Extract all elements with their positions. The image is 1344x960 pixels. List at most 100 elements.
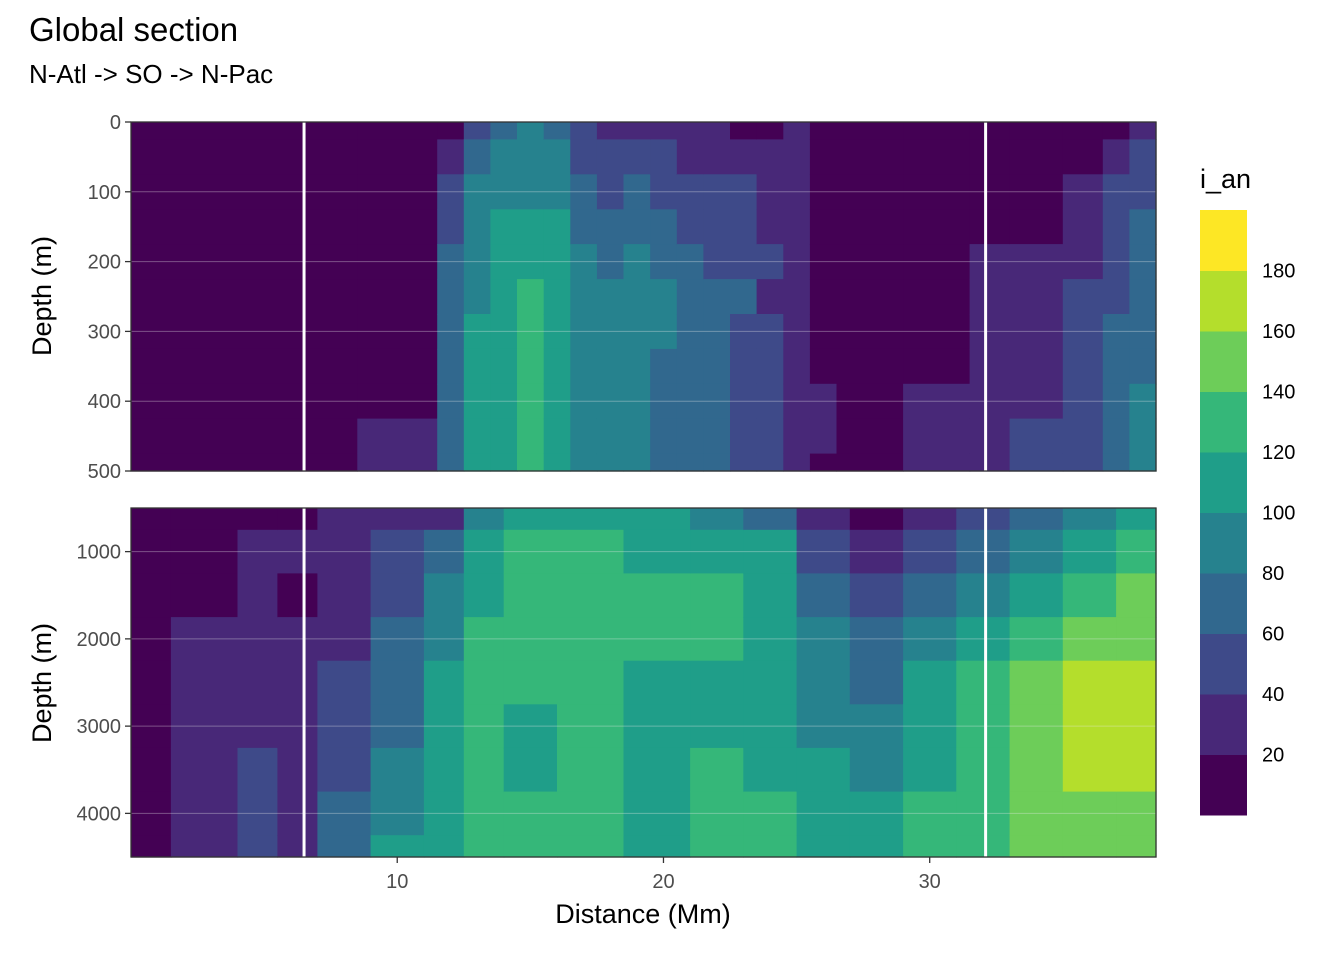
heatmap-cell bbox=[1062, 348, 1104, 385]
heatmap-cell bbox=[836, 174, 904, 210]
heatmap-cell bbox=[676, 314, 704, 350]
heatmap-cell bbox=[503, 660, 558, 705]
heatmap-cell bbox=[756, 279, 784, 315]
heatmap-cell bbox=[1062, 418, 1104, 455]
heatmap-cell bbox=[1062, 139, 1104, 175]
heatmap-cell bbox=[903, 348, 971, 385]
heatmap-cell bbox=[1062, 573, 1117, 618]
heatmap-cell bbox=[969, 453, 1011, 472]
heatmap-cell bbox=[756, 122, 784, 140]
heatmap-cell bbox=[809, 314, 838, 350]
heatmap-cell bbox=[1102, 348, 1130, 385]
heatmap-cell bbox=[357, 453, 438, 472]
heatmap-cell bbox=[170, 660, 239, 705]
heatmap-cell bbox=[557, 529, 625, 574]
panel-top-border bbox=[130, 121, 1157, 472]
heatmap-cell bbox=[676, 174, 704, 210]
heatmap-cell bbox=[557, 835, 625, 858]
heatmap-cell bbox=[131, 314, 358, 350]
heatmap-cell bbox=[543, 279, 571, 315]
heatmap-cell bbox=[1116, 747, 1157, 793]
heatmap-cell bbox=[796, 835, 851, 858]
heatmap-cell bbox=[463, 835, 505, 858]
color-legend: i_an 20 40 60 80 100 120 140 160 180 bbox=[1200, 164, 1295, 816]
y-axis-title-bottom: Depth (m) bbox=[27, 623, 57, 743]
heatmap-cell bbox=[623, 704, 691, 749]
heatmap-cell bbox=[756, 453, 784, 472]
heatmap-cell bbox=[463, 139, 491, 175]
heatmap-cell bbox=[743, 660, 798, 705]
legend-color-swatch bbox=[1200, 754, 1247, 816]
legend-tick-label: 140 bbox=[1262, 382, 1295, 404]
heatmap-cell bbox=[596, 174, 625, 210]
heatmap-cell bbox=[490, 174, 518, 210]
heatmap-cell bbox=[730, 279, 758, 315]
heatmap-cell bbox=[370, 508, 425, 531]
heatmap-cell bbox=[317, 617, 372, 662]
heatmap-cell bbox=[237, 529, 278, 574]
heatmap-cell bbox=[650, 348, 678, 385]
heatmap-cell bbox=[131, 747, 172, 793]
heatmap-cell bbox=[836, 122, 904, 140]
heatmap-cell bbox=[783, 209, 811, 245]
heatmap-cell bbox=[357, 174, 438, 210]
heatmap-cell bbox=[650, 418, 678, 455]
heatmap-cell bbox=[170, 835, 239, 858]
heatmap-cell bbox=[690, 835, 744, 858]
heatmap-cell bbox=[703, 453, 731, 472]
heatmap-cell bbox=[131, 835, 172, 858]
heatmap-cell bbox=[490, 244, 518, 280]
legend-tick-label: 80 bbox=[1262, 563, 1284, 585]
heatmap-cell bbox=[437, 453, 465, 472]
heatmap-cell bbox=[756, 383, 784, 420]
heatmap-cell bbox=[543, 314, 571, 350]
heatmap-cell bbox=[1102, 453, 1130, 472]
heatmap-cell bbox=[423, 617, 465, 662]
heatmap-cell bbox=[849, 508, 904, 531]
heatmap-cell bbox=[1009, 279, 1064, 315]
heatmap-cell bbox=[796, 617, 851, 662]
heatmap-cell bbox=[463, 660, 505, 705]
heatmap-cell bbox=[557, 791, 625, 836]
y-tick-label: 500 bbox=[88, 461, 121, 483]
legend-color-swatch bbox=[1200, 573, 1247, 634]
heatmap-cell bbox=[809, 244, 838, 280]
heatmap-cell bbox=[131, 139, 358, 175]
legend-color-swatch bbox=[1200, 512, 1247, 574]
heatmap-cell bbox=[570, 418, 598, 455]
x-axis: 10 20 30 bbox=[386, 857, 941, 893]
heatmap-cell bbox=[423, 747, 465, 793]
heatmap-cell bbox=[463, 791, 505, 836]
heatmap-cell bbox=[543, 348, 571, 385]
heatmap-cell bbox=[1062, 279, 1104, 315]
heatmap-cell bbox=[623, 122, 651, 140]
heatmap-cell bbox=[849, 573, 904, 618]
heatmap-cell bbox=[1129, 209, 1157, 245]
heatmap-cell bbox=[490, 383, 518, 420]
heatmap-cell bbox=[969, 174, 1011, 210]
y-tick-label: 1000 bbox=[77, 542, 122, 564]
heatmap-cell bbox=[1009, 617, 1064, 662]
heatmap-cell bbox=[903, 529, 957, 574]
heatmap-cell bbox=[743, 835, 798, 858]
x-axis-title: Distance (Mm) bbox=[555, 899, 731, 929]
heatmap-cell bbox=[650, 244, 678, 280]
heatmap-cell bbox=[969, 279, 1011, 315]
heatmap-cell bbox=[903, 122, 971, 140]
heatmap-cell bbox=[903, 660, 957, 705]
heatmap-cell bbox=[543, 453, 571, 472]
heatmap-cell bbox=[703, 244, 731, 280]
heatmap-cell bbox=[809, 122, 838, 140]
x-tick-label: 20 bbox=[652, 871, 674, 893]
heatmap-cell bbox=[277, 791, 318, 836]
heatmap-cell bbox=[903, 279, 971, 315]
heatmap-cell bbox=[730, 453, 758, 472]
heatmap-cell bbox=[237, 704, 278, 749]
heatmap-cell bbox=[903, 174, 971, 210]
heatmap-cell bbox=[703, 383, 731, 420]
heatmap-cell bbox=[836, 244, 904, 280]
heatmap-cell bbox=[809, 139, 838, 175]
heatmap-cell bbox=[237, 508, 278, 531]
heatmap-cell bbox=[836, 139, 904, 175]
heatmap-cell bbox=[1129, 314, 1157, 350]
